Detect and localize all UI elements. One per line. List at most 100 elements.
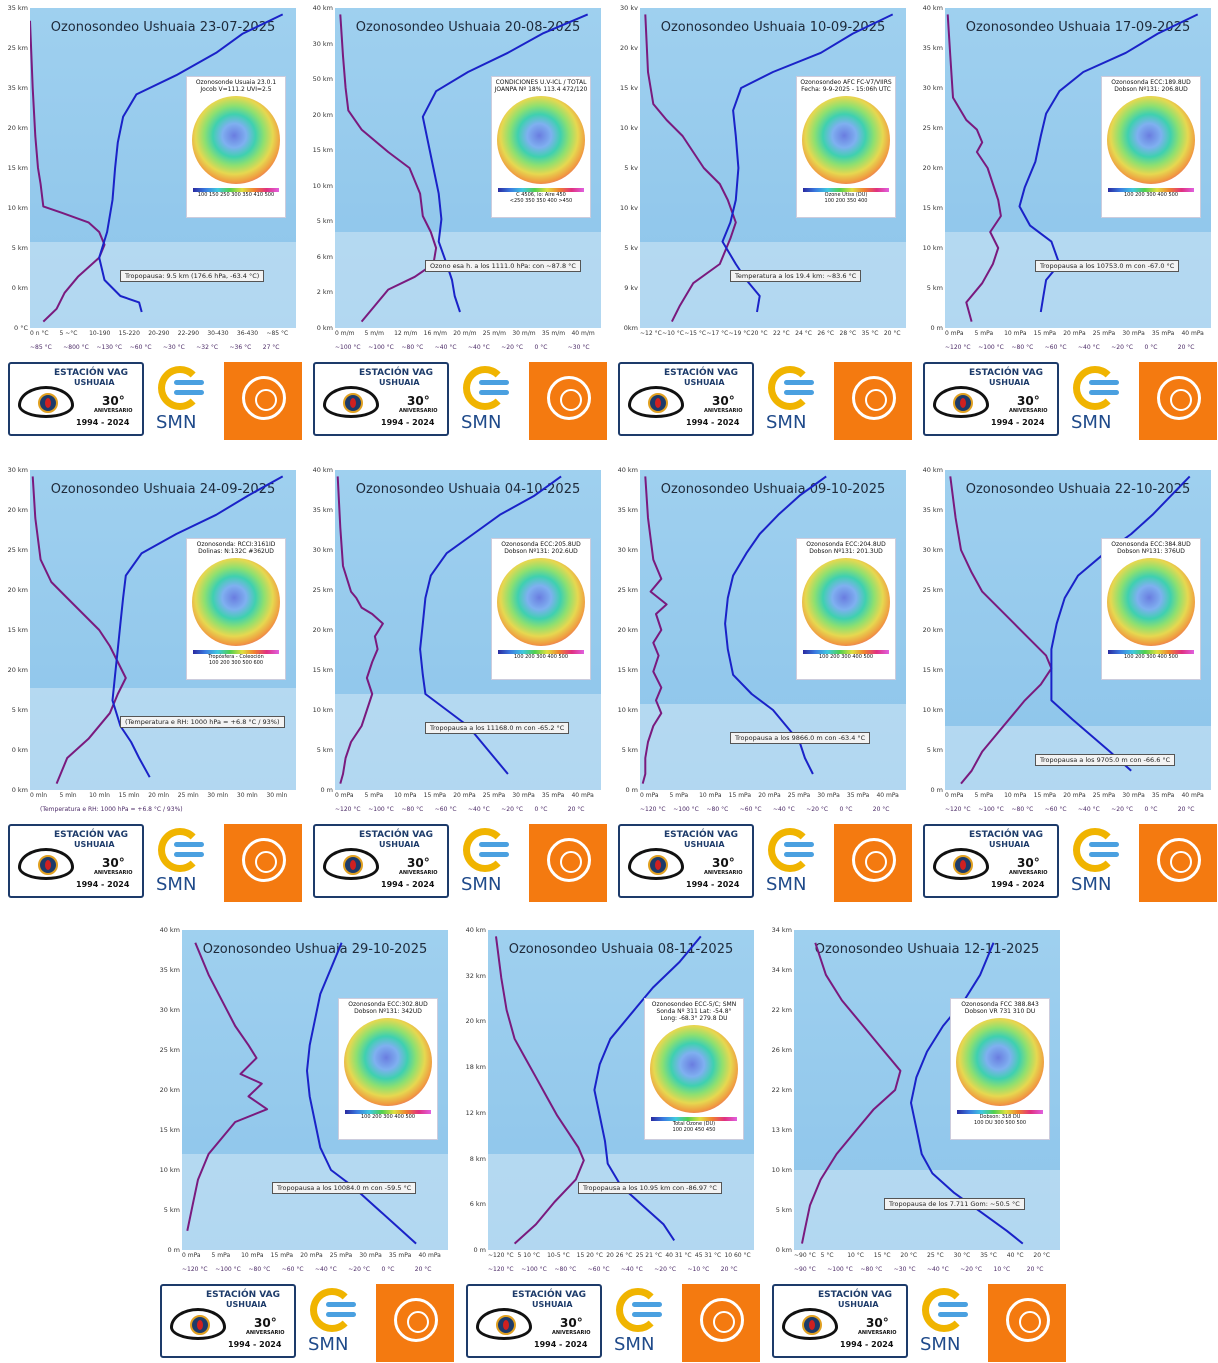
x-tick-label: 0 mln <box>30 792 48 799</box>
logo-row: ESTACIÓN VAG USHUAIA 30° ANIVERSARIO 1994 - … <box>313 362 607 440</box>
y-tick-label: 26 km <box>771 1046 792 1054</box>
chart-panel: Ozonosondeo Ushuaia 29-10-2025 Ozonosonda… <box>152 922 454 1362</box>
y-tick-label: 20 km <box>617 626 638 634</box>
chart-title: Ozonosondeo Ushuaia 08-11-2025 <box>508 942 734 957</box>
smn-ring-icon <box>616 1288 660 1332</box>
chart-title: Ozonosondeo Ushuaia 29-10-2025 <box>202 942 428 957</box>
logo-text: ESTACIÓN VAG <box>969 830 1044 840</box>
y-tick-label: 20 km <box>7 506 28 514</box>
y-tick-label: 20 km <box>7 666 28 674</box>
ozone-globe-inset: CONDICIONES U.V-ICL / TOTAL JOANPA Nº 18… <box>491 76 591 218</box>
smn-ring-icon <box>463 366 507 410</box>
temperature-axis-label: ~40 °C <box>773 806 795 813</box>
vag-station-logo: ESTACIÓN VAG USHUAIA 30° ANIVERSARIO 1994 - … <box>923 362 1059 436</box>
x-tick-label: 40 mPa <box>418 1252 441 1259</box>
temperature-axis-label: 20 °C <box>872 806 890 813</box>
troposphere-band <box>335 694 601 790</box>
y-tick-label: 0 km <box>11 786 28 794</box>
y-tick-label: 20 km <box>465 1017 486 1026</box>
chart-title: Ozonosondeo Ushuaia 04-10-2025 <box>355 482 581 497</box>
x-tick-label: 5 mPa <box>211 1252 231 1259</box>
ozone-profile-line <box>30 20 106 323</box>
y-tick-label: 25 km <box>159 1046 180 1054</box>
y-tick-label: 25 km <box>312 586 333 594</box>
temperature-axis-label: ~40 °C <box>434 344 457 351</box>
x-tick-label: 10-190 <box>89 330 111 337</box>
smn-logo: SMN <box>764 828 824 895</box>
logo-text: SMN <box>156 412 197 433</box>
y-tick-label: 35 km <box>617 506 638 514</box>
chart-panel: Ozonosondeo Ushuaia 23-07-2025 Ozonosonde… <box>0 0 302 440</box>
ozone-profile-line <box>949 476 1053 785</box>
smn-band-icon <box>938 1312 968 1317</box>
ozone-globe-inset: Ozonosonda ECC:189.8UD Dobson Nº131: 206… <box>1101 76 1201 218</box>
chart-title: Ozonosondeo Ushuaia 22-10-2025 <box>965 482 1191 497</box>
smn-band-icon <box>784 390 814 395</box>
eye-icon <box>323 848 379 880</box>
x-tick-label: 25 mPa <box>1092 792 1116 799</box>
x-tick-label: 40 mPa <box>1181 330 1204 337</box>
y-tick-label: 25 km <box>922 124 943 132</box>
logo-text: USHUAIA <box>684 378 725 387</box>
smn-band-icon <box>784 852 814 857</box>
y-tick-label: 9 kv <box>624 284 638 292</box>
y-tick-label: 5 kv <box>624 164 638 172</box>
eye-icon <box>628 848 684 880</box>
ozone-globe-inset: Ozonosonda: RCCI:3161ID Dolinas: N:132C … <box>186 538 286 680</box>
temperature-axis-label: ~40 °C <box>1078 806 1100 813</box>
iris-icon <box>802 1315 822 1335</box>
x-tick-label: 20 °C <box>883 330 901 337</box>
x-tick-label: 25 mPa <box>787 792 811 799</box>
smn-logo: SMN <box>1069 828 1129 895</box>
ozone-globe-inset: Ozonosonde Usuaia 23.0.1 Jocob V=111.2 U… <box>186 76 286 218</box>
logo-text: SMN <box>766 412 807 433</box>
seal-icon <box>1006 1298 1050 1342</box>
temperature-axis-label: ~20 °C <box>654 1266 677 1273</box>
x-tick-label: 36-430 <box>236 330 259 337</box>
tropopause-annotation: Tropopausa a los 10.95 km con -86.97 °C <box>578 1182 722 1194</box>
x-tick-label: ~10 °C <box>662 330 684 337</box>
x-tick-label: 22 °C <box>773 330 790 337</box>
colorbar-labels: C 4506, lo: Aire 450 <250 350 350 400 >4… <box>509 192 573 204</box>
temperature-axis-label: ~60 °C <box>587 1266 610 1273</box>
y-tick-label: 0 °C <box>14 324 28 332</box>
logo-text: 30° <box>712 856 735 870</box>
troposphere-band <box>335 232 601 328</box>
tropopause-annotation: Ozono esa h. a los 1111.0 hPa: con ~87.8… <box>425 260 581 272</box>
logo-text: SMN <box>461 874 502 895</box>
smn-band-icon <box>326 1302 356 1307</box>
smn-logo: SMN <box>154 366 214 433</box>
iris-icon <box>38 393 58 413</box>
y-tick-label: 10 km <box>312 181 333 190</box>
temperature-axis-label: ~120 °C <box>945 806 971 813</box>
eye-icon <box>18 848 74 880</box>
smn-ring-icon <box>158 366 202 410</box>
x-tick-label: 30 m/m <box>512 330 536 337</box>
y-tick-label: 40 km <box>312 466 333 474</box>
troposphere-band <box>640 241 906 328</box>
ozone-map-globe <box>802 558 890 646</box>
iris-icon <box>648 855 668 875</box>
plot-area: Ozonosondeo Ushuaia 04-10-2025 Ozonosonda… <box>335 470 601 790</box>
globe-caption: Ozonosonda ECC:204.8UD Dobson Nº131: 201… <box>806 541 886 555</box>
colorbar <box>193 650 279 654</box>
province-emblem-logo <box>1139 362 1217 440</box>
seal-icon <box>700 1298 744 1342</box>
y-tick-label: 0 m <box>930 786 943 794</box>
temperature-profile-line <box>593 935 702 1241</box>
globe-caption: Ozonosonda ECC:205.8UD Dobson Nº131: 202… <box>501 541 581 555</box>
y-tick-label: 35 km <box>7 4 28 12</box>
logo-row: ESTACIÓN VAG USHUAIA 30° ANIVERSARIO 1994 - … <box>618 824 912 902</box>
y-tick-label: 15 km <box>312 146 333 155</box>
logo-text: ESTACIÓN VAG <box>969 368 1044 378</box>
temperature-axis-label: ~120 °C <box>182 1266 208 1273</box>
temperature-axis-label: (Temperatura e RH: 1000 hPa = +6.8 °C / … <box>40 806 183 813</box>
x-tick-label: 15 °C <box>873 1252 891 1259</box>
chart-panel: Ozonosondeo Ushuaia 24-09-2025 Ozonosonda… <box>0 462 302 902</box>
ozone-profile-line <box>641 476 668 784</box>
y-tick-label: 5 km <box>621 746 638 754</box>
colorbar <box>957 1110 1043 1114</box>
x-tick-label: 20 °C <box>750 330 768 337</box>
profile-svg <box>949 475 1191 785</box>
troposphere-band <box>945 232 1211 328</box>
